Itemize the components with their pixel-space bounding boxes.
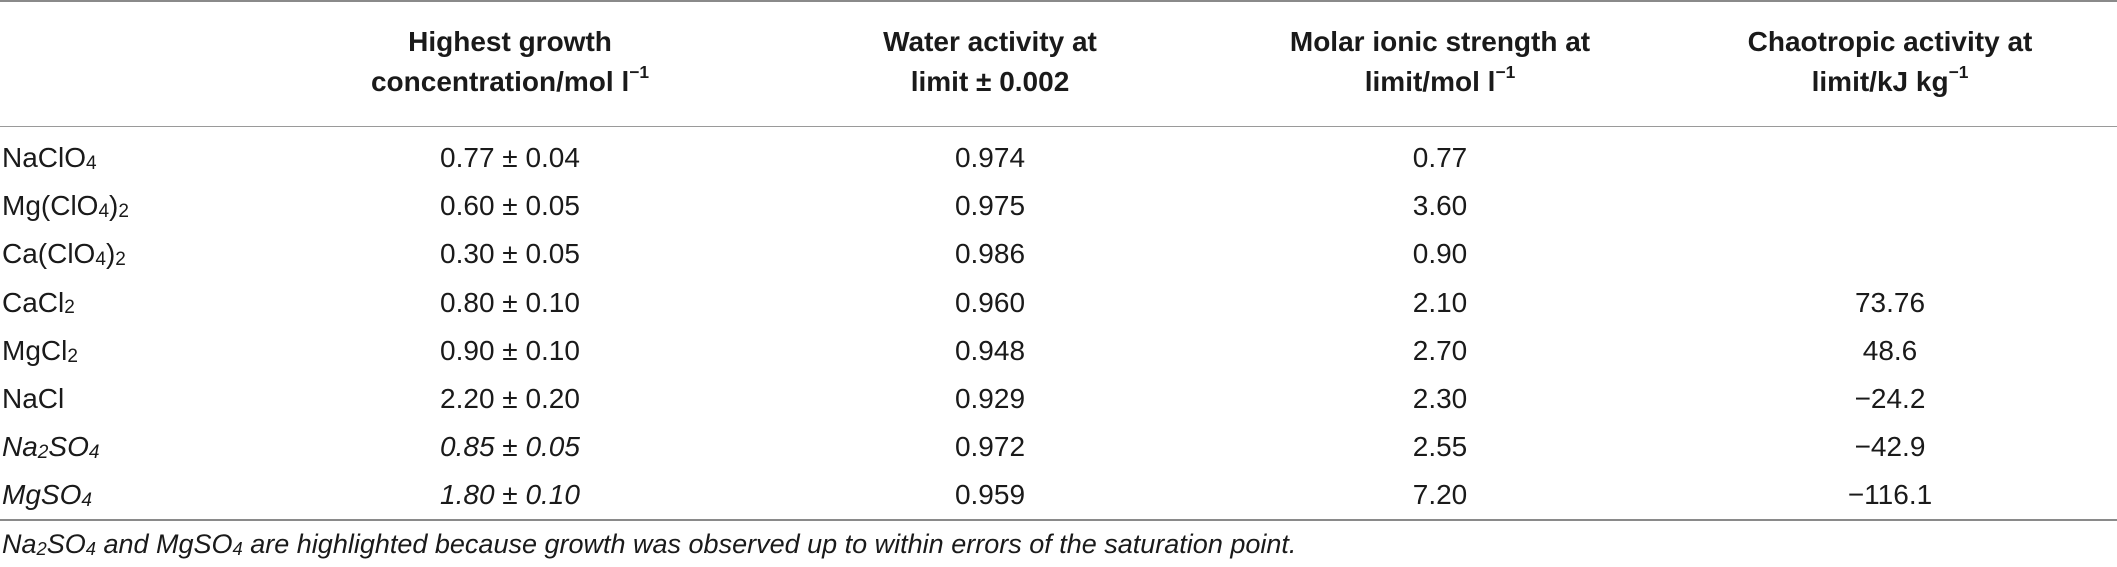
salt-text: Mg(ClO: [2, 190, 99, 222]
footnote-subscript: 2: [36, 537, 47, 559]
table-row: Mg(ClO4)2 0.60 ± 0.05 0.975 3.60: [0, 182, 2117, 230]
header-line: Molar ionic strength at: [1289, 26, 1591, 57]
footnote-text: and MgSO: [95, 529, 233, 559]
salt-subscript: 4: [86, 152, 97, 174]
table-row: NaCl 2.20 ± 0.20 0.929 2.30 −24.2: [0, 375, 2117, 423]
header-line: Chaotropic activity at: [1747, 26, 2033, 57]
salt-cell: Mg(ClO4)2: [2, 182, 129, 230]
salt-cell: MgCl2: [2, 327, 78, 375]
header-highest-growth: Highest growth concentration/mol l−1: [230, 22, 790, 102]
concentration-cell: 0.60 ± 0.05: [440, 190, 580, 222]
salt-text: NaCl: [2, 382, 65, 414]
top-rule: [0, 0, 2117, 2]
salt-subscript: 2: [115, 249, 126, 271]
salt-cell: Ca(ClO4)2: [2, 230, 126, 278]
salt-text: SO: [48, 431, 89, 463]
table-row: MgCl2 0.90 ± 0.10 0.948 2.70 48.6: [0, 327, 2117, 375]
header-line: Water activity at: [883, 26, 1097, 57]
header-superscript: −1: [629, 62, 650, 83]
salt-text: Na: [2, 431, 38, 463]
header-line: limit ± 0.002: [910, 66, 1070, 97]
ionic-strength-cell: 7.20: [1412, 479, 1468, 511]
water-activity-cell: 0.974: [954, 142, 1026, 173]
table-row: Na2SO4 0.85 ± 0.05 0.972 2.55 −42.9: [0, 423, 2117, 471]
salt-text: MgSO: [2, 479, 82, 511]
table-row: CaCl2 0.80 ± 0.10 0.960 2.10 73.76: [0, 279, 2117, 327]
salt-subscript: 4: [98, 201, 110, 223]
footnote-subscript: 4: [232, 537, 243, 559]
salt-subscript: 2: [37, 442, 49, 464]
salt-cell: Na2SO4: [2, 423, 99, 471]
header-rule: [0, 126, 2117, 127]
water-activity-cell: 0.986: [954, 238, 1026, 270]
chaotropic-cell: −116.1: [1847, 479, 1933, 511]
ionic-strength-cell: 2.10: [1412, 286, 1468, 318]
chaotropic-cell: −24.2: [1854, 382, 1926, 414]
concentration-cell: 0.30 ± 0.05: [440, 238, 580, 270]
concentration-cell: 1.80 ± 0.10: [440, 479, 580, 511]
salt-cell: NaCl: [2, 375, 64, 423]
ionic-strength-cell: 0.77: [1412, 142, 1468, 173]
table-body: NaClO4 0.77 ± 0.04 0.974 0.77 Mg(ClO4)2 …: [0, 134, 2117, 520]
table-row: MgSO4 1.80 ± 0.10 0.959 7.20 −116.1: [0, 471, 2117, 519]
header-water-activity: Water activity at limit ± 0.002: [710, 22, 1270, 102]
water-activity-cell: 0.948: [954, 334, 1026, 366]
water-activity-cell: 0.972: [954, 431, 1026, 463]
footnote-subscript: 4: [85, 537, 96, 559]
salt-text: ): [105, 238, 116, 270]
ionic-strength-cell: 3.60: [1412, 190, 1468, 222]
chaotropic-cell: 48.6: [1862, 334, 1918, 366]
salt-cell: NaClO4: [2, 134, 97, 182]
salt-text: ): [109, 190, 119, 222]
salt-subscript: 2: [67, 345, 78, 367]
header-line: limit/kJ kg−1: [1610, 62, 2117, 102]
header-line: Highest growth: [408, 26, 612, 57]
chaotropic-cell: 73.76: [1854, 286, 1926, 318]
concentration-cell: 0.90 ± 0.10: [440, 334, 580, 366]
chaotropic-cell: −42.9: [1854, 431, 1926, 463]
header-text: concentration/mol l: [370, 66, 630, 97]
ionic-strength-cell: 2.55: [1412, 431, 1468, 463]
table-footnote: Na2SO4 and MgSO4 are highlighted because…: [2, 526, 1296, 562]
salt-subscript: 4: [81, 490, 92, 512]
water-activity-cell: 0.975: [954, 190, 1026, 222]
header-text: limit/mol l: [1364, 66, 1496, 97]
salt-cell: CaCl2: [2, 279, 75, 327]
ionic-strength-cell: 2.70: [1412, 334, 1468, 366]
header-ionic-strength: Molar ionic strength at limit/mol l−1: [1160, 22, 1720, 102]
footnote-text: are highlighted because growth was obser…: [242, 529, 1297, 559]
concentration-cell: 0.77 ± 0.04: [440, 142, 580, 173]
bottom-rule: [0, 519, 2117, 521]
footnote-text: SO: [46, 529, 86, 559]
ionic-strength-cell: 0.90: [1412, 238, 1468, 270]
salt-subscript: 4: [95, 249, 106, 271]
header-superscript: −1: [1948, 62, 1969, 83]
salt-cell: MgSO4: [2, 471, 92, 519]
footnote-text: Na: [2, 529, 37, 559]
header-line: concentration/mol l−1: [230, 62, 790, 102]
table-row: Ca(ClO4)2 0.30 ± 0.05 0.986 0.90: [0, 230, 2117, 278]
concentration-cell: 0.85 ± 0.05: [440, 431, 580, 463]
salt-subscript: 2: [118, 201, 129, 223]
salt-text: NaClO: [2, 142, 87, 173]
ionic-strength-cell: 2.30: [1412, 382, 1468, 414]
salt-text: MgCl: [2, 334, 68, 366]
concentration-cell: 2.20 ± 0.20: [440, 382, 580, 414]
header-line: limit/mol l−1: [1160, 62, 1720, 102]
salt-subscript: 4: [88, 442, 100, 464]
header-superscript: −1: [1495, 62, 1516, 83]
salt-text: CaCl: [2, 286, 65, 318]
salt-text: Ca(ClO: [2, 238, 96, 270]
salt-subscript: 2: [64, 297, 75, 319]
table-row: NaClO4 0.77 ± 0.04 0.974 0.77: [0, 134, 2117, 182]
water-activity-cell: 0.960: [954, 286, 1026, 318]
water-activity-cell: 0.929: [954, 382, 1026, 414]
water-activity-cell: 0.959: [954, 479, 1026, 511]
concentration-cell: 0.80 ± 0.10: [440, 286, 580, 318]
header-chaotropic-activity: Chaotropic activity at limit/kJ kg−1: [1610, 22, 2117, 102]
header-text: limit/kJ kg: [1811, 66, 1949, 97]
